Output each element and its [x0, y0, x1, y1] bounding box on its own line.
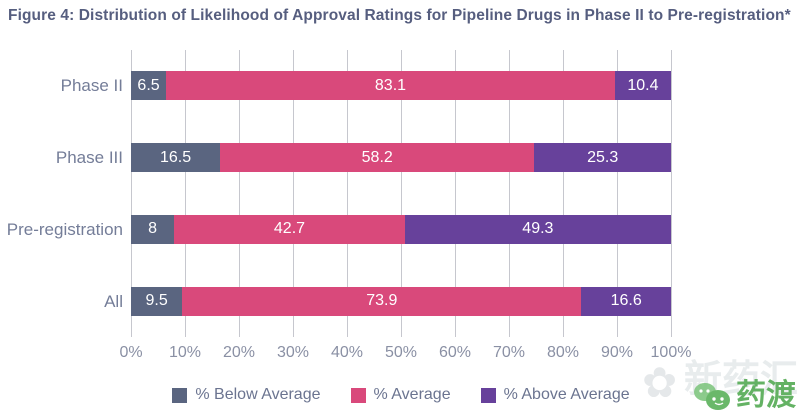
bar-value-label: 16.6 [610, 292, 642, 310]
bar-value-label: 83.1 [374, 76, 407, 94]
legend-item: % Below Average [172, 386, 321, 404]
gridline [130, 50, 132, 337]
gridline [184, 50, 186, 337]
bar-row: 16.5 58.2 25.3 [131, 143, 671, 173]
bar-segment: 16.6 [581, 286, 671, 316]
bar-segment: 10.4 [614, 71, 671, 101]
bar-value-label: 6.5 [137, 76, 160, 94]
legend-swatch [480, 387, 496, 403]
x-tick-label: 10% [168, 344, 202, 361]
x-tick-label: 0% [119, 344, 143, 361]
gridline [346, 50, 348, 337]
category-label: All [104, 291, 123, 311]
bar-value-label: 42.7 [273, 220, 306, 238]
bar-segment: 16.5 [131, 143, 221, 173]
gridline [670, 50, 672, 337]
bar-value-label: 9.5 [145, 292, 168, 310]
bar-value-label: 49.3 [522, 220, 554, 238]
figure-title: Figure 4: Distribution of Likelihood of … [8, 7, 791, 24]
x-tick-label: 40% [330, 344, 364, 361]
gridline [238, 50, 240, 337]
bar-value-label: 73.9 [366, 292, 398, 310]
bar-segment: 6.5 [131, 71, 167, 101]
x-tick-label: 70% [492, 344, 526, 361]
legend-label: % Below Average [195, 386, 321, 403]
x-tick-label: 100% [650, 344, 692, 361]
x-tick-label: 90% [600, 344, 634, 361]
category-label: Pre-registration [6, 219, 123, 239]
bar-segment: 25.3 [534, 143, 671, 173]
bar-value-label: 10.4 [627, 76, 659, 94]
chart-plot-area: 6.5 83.1 10.4 16.5 58.2 25.3 8 42.7 49.3 9.5 73.9 1… [130, 50, 672, 337]
bar-segment: 58.2 [220, 143, 535, 173]
category-label: Phase II [60, 76, 123, 96]
chart-legend: % Below Average % Average % Above Average [131, 386, 671, 404]
bar-value-label: 58.2 [361, 148, 393, 166]
gridline [454, 50, 456, 337]
brand-name: 药渡 [736, 379, 796, 412]
legend-swatch [172, 387, 188, 403]
legend-label: % Average [373, 386, 451, 403]
leaf-mascot-icon [694, 383, 730, 410]
bar-segment: 83.1 [166, 71, 615, 101]
bar-row: 9.5 73.9 16.6 [131, 286, 671, 316]
legend-item: % Average [350, 386, 451, 404]
gridline [508, 50, 510, 337]
category-label: Phase III [55, 148, 123, 168]
bar-value-label: 25.3 [587, 148, 619, 166]
x-tick-label: 50% [384, 344, 418, 361]
bar-value-label: 16.5 [159, 148, 192, 166]
bar-segment: 42.7 [174, 214, 405, 244]
bar-segment: 8 [131, 214, 175, 244]
legend-label: % Above Average [503, 386, 630, 403]
legend-item: % Above Average [480, 386, 630, 404]
legend-swatch [350, 387, 366, 403]
bar-segment: 9.5 [131, 286, 183, 316]
bar-value-label: 8 [148, 220, 158, 238]
gridline [616, 50, 618, 337]
x-tick-label: 80% [546, 344, 580, 361]
brand-logo: 药渡 [692, 380, 796, 412]
x-tick-label: 60% [438, 344, 472, 361]
gridline [400, 50, 402, 337]
x-tick-label: 30% [276, 344, 310, 361]
gridline [292, 50, 294, 337]
bar-row: 6.5 83.1 10.4 [131, 71, 671, 101]
bar-segment: 73.9 [182, 286, 582, 316]
x-tick-label: 20% [222, 344, 256, 361]
gridline [562, 50, 564, 337]
bar-row: 8 42.7 49.3 [131, 214, 671, 244]
bar-segment: 49.3 [404, 214, 671, 244]
